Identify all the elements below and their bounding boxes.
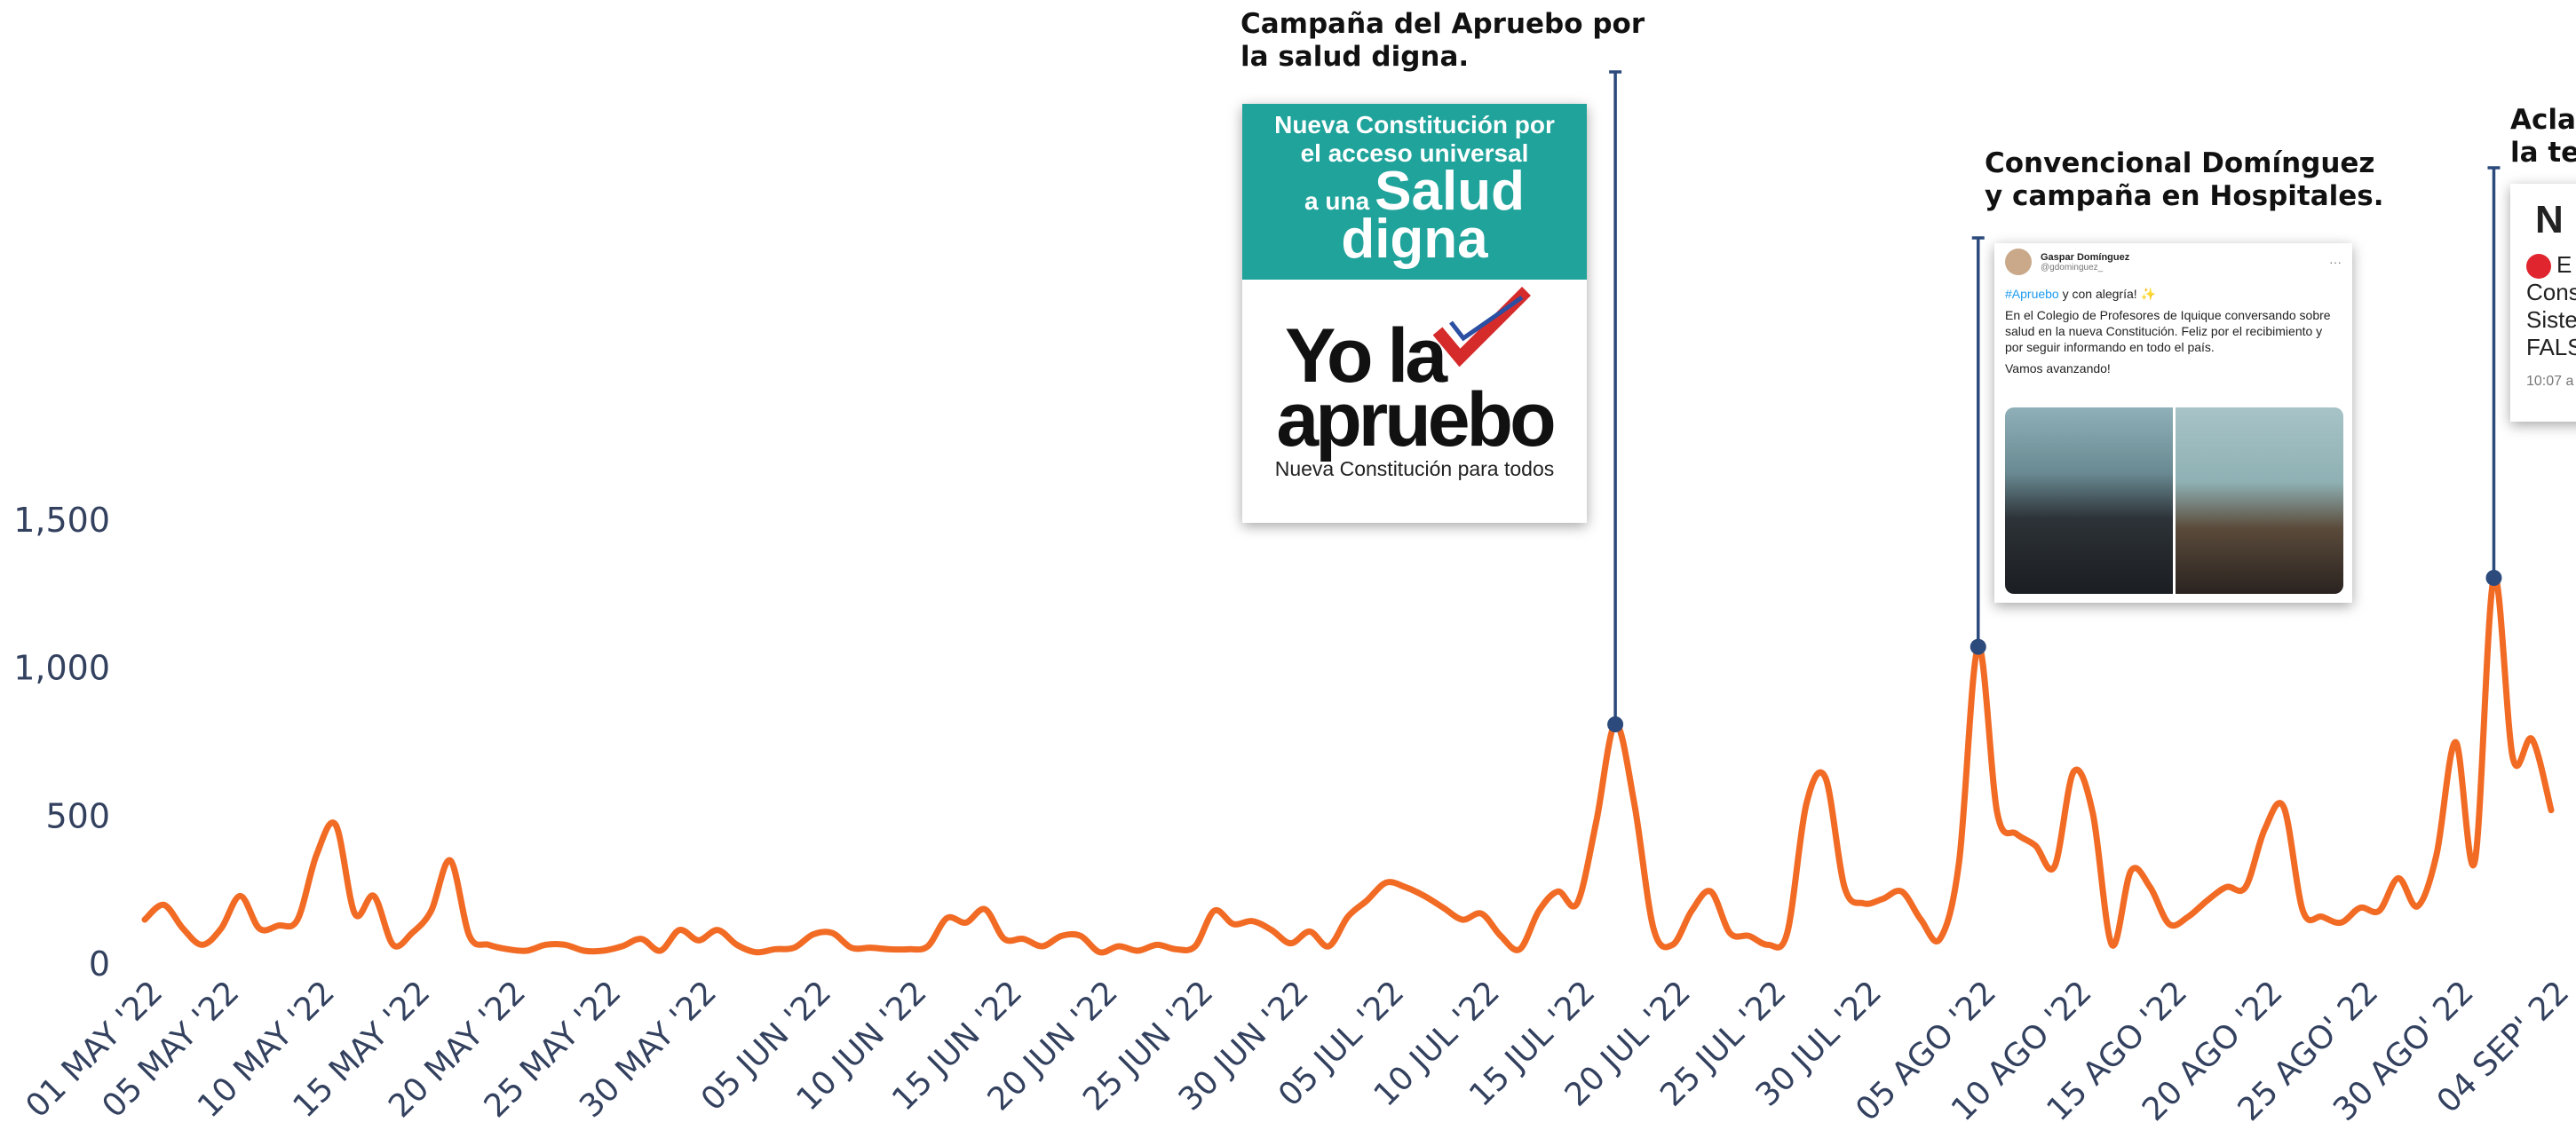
annotation-title: Convencional Domínguez y campaña en Hosp… bbox=[1985, 147, 2384, 213]
tweet-text: y con alegría! ✨ bbox=[2059, 287, 2156, 301]
annotation-line bbox=[1609, 72, 1621, 724]
news-line: E bbox=[2526, 251, 2576, 279]
title-line: Aclar bbox=[2510, 104, 2576, 137]
photo-left bbox=[2005, 407, 2173, 594]
checkmark bbox=[1433, 287, 1531, 367]
banner-text: digna bbox=[1242, 216, 1587, 264]
author-handle: @gdominguez_ bbox=[2041, 263, 2129, 273]
y-tick-label: 0 bbox=[89, 944, 110, 984]
news-logo: N bbox=[2535, 198, 2576, 242]
annotation-line bbox=[2487, 168, 2500, 578]
news-time: 10:07 a bbox=[2526, 374, 2576, 390]
title-line: Convencional Domínguez bbox=[1985, 147, 2384, 180]
title-line: y campaña en Hospitales. bbox=[1985, 180, 2384, 213]
photo-right bbox=[2176, 407, 2343, 594]
y-tick-label: 1,000 bbox=[13, 649, 110, 688]
red-dot bbox=[2526, 254, 2551, 279]
annotation-point bbox=[1970, 639, 1986, 655]
annotation-title: Campaña del Apruebo por la salud digna. bbox=[1240, 8, 1645, 74]
logo-text: apruebo bbox=[1242, 388, 1587, 452]
y-tick-label: 1,500 bbox=[13, 501, 110, 540]
logo: Yo la apruebo bbox=[1242, 324, 1587, 452]
more-menu: ··· bbox=[2329, 255, 2342, 269]
annotation-point bbox=[1607, 716, 1623, 732]
author-name: Gaspar Domínguez bbox=[2041, 252, 2129, 263]
campaign-image: Nueva Constitución por el acceso univers… bbox=[1242, 104, 1587, 523]
news-line: Siste bbox=[2526, 306, 2576, 334]
annotation-title: Aclar la ter bbox=[2510, 104, 2576, 170]
tweet: Gaspar Domínguez @gdominguez_ ··· #Aprue… bbox=[1994, 243, 2352, 603]
banner: Nueva Constitución por el acceso univers… bbox=[1242, 104, 1587, 280]
annotation-point bbox=[2485, 570, 2501, 586]
page: 05001,0001,50001 MAY '2205 MAY '2210 MAY… bbox=[0, 0, 2576, 1138]
tweet-closing: Vamos avanzando! bbox=[2005, 360, 2342, 376]
tweet-photo bbox=[2005, 407, 2343, 594]
banner-text: Nueva Constitución por bbox=[1242, 111, 1587, 139]
tweet-body: En el Colegio de Profesores de Iquique c… bbox=[2005, 307, 2342, 355]
news-line: Cons bbox=[2526, 279, 2576, 306]
y-tick-label: 500 bbox=[45, 796, 110, 835]
tweet-line: #Apruebo y con alegría! ✨ bbox=[2005, 286, 2342, 302]
annotation-line bbox=[1972, 238, 1985, 647]
hashtag: #Apruebo bbox=[2005, 287, 2059, 301]
title-line: la ter bbox=[2510, 137, 2576, 170]
avatar bbox=[2005, 249, 2032, 275]
author: Gaspar Domínguez @gdominguez_ bbox=[2041, 252, 2129, 273]
title-line: la salud digna. bbox=[1240, 41, 1645, 74]
tweet-header: Gaspar Domínguez @gdominguez_ ··· bbox=[1994, 243, 2352, 281]
data-line bbox=[145, 577, 2551, 952]
news-text: E bbox=[2556, 251, 2572, 278]
news-card: N E Cons Siste FALS 10:07 a bbox=[2510, 184, 2576, 422]
title-line: Campaña del Apruebo por bbox=[1240, 8, 1645, 41]
news-line: FALS bbox=[2526, 334, 2576, 361]
